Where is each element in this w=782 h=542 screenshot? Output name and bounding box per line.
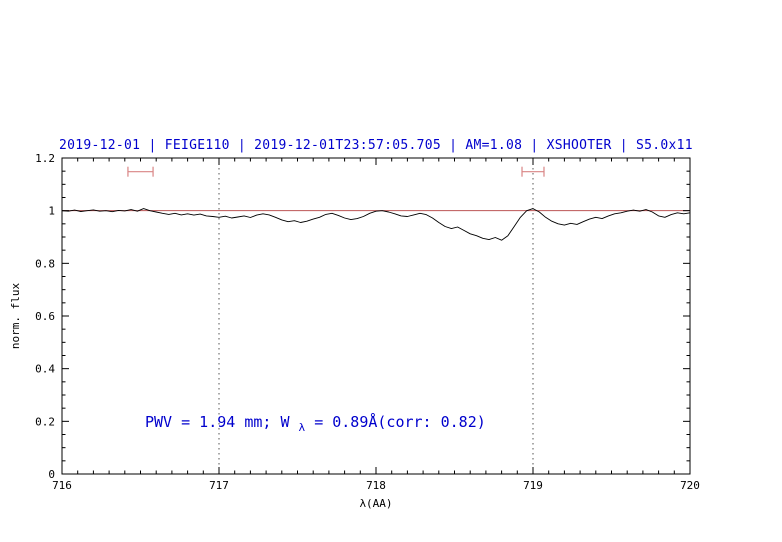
- y-tick-label: 1: [48, 205, 55, 218]
- y-tick-label: 0.2: [35, 415, 55, 428]
- x-tick-label: 716: [52, 479, 72, 492]
- chart-title: 2019-12-01 | FEIGE110 | 2019-12-01T23:57…: [59, 138, 693, 153]
- y-tick-label: 0: [48, 468, 55, 481]
- y-tick-label: 1.2: [35, 152, 55, 165]
- spectrum-line: [61, 208, 691, 241]
- x-tick-label: 717: [209, 479, 229, 492]
- x-tick-label: 718: [366, 479, 386, 492]
- y-tick-label: 0.4: [35, 363, 55, 376]
- pwv-annotation-subscript: λ: [299, 421, 306, 434]
- pwv-range-marker: [127, 166, 154, 177]
- pwv-range-marker: [521, 166, 545, 177]
- pwv-annotation-pre: PWV = 1.94 mm; W: [145, 413, 290, 431]
- x-tick-label: 719: [523, 479, 543, 492]
- series-layer: [61, 208, 691, 241]
- pwv-annotation-post: = 0.89Å(corr: 0.82): [314, 412, 486, 431]
- pwv-annotation: PWV = 1.94 mm; W λ = 0.89Å(corr: 0.82): [145, 412, 486, 435]
- y-tick-label: 0.8: [35, 257, 55, 270]
- y-axis-label: norm. flux: [9, 283, 22, 350]
- pwv-marker-layer: [127, 166, 545, 177]
- x-tick-label: 720: [680, 479, 700, 492]
- y-tick-label: 0.6: [35, 310, 55, 323]
- x-axis-label: λ(AA): [359, 497, 392, 510]
- frame-and-ticks-layer: 716 717 718 719 720 0 0.2 0.4 0.6 0.8 1 1.2: [35, 152, 700, 492]
